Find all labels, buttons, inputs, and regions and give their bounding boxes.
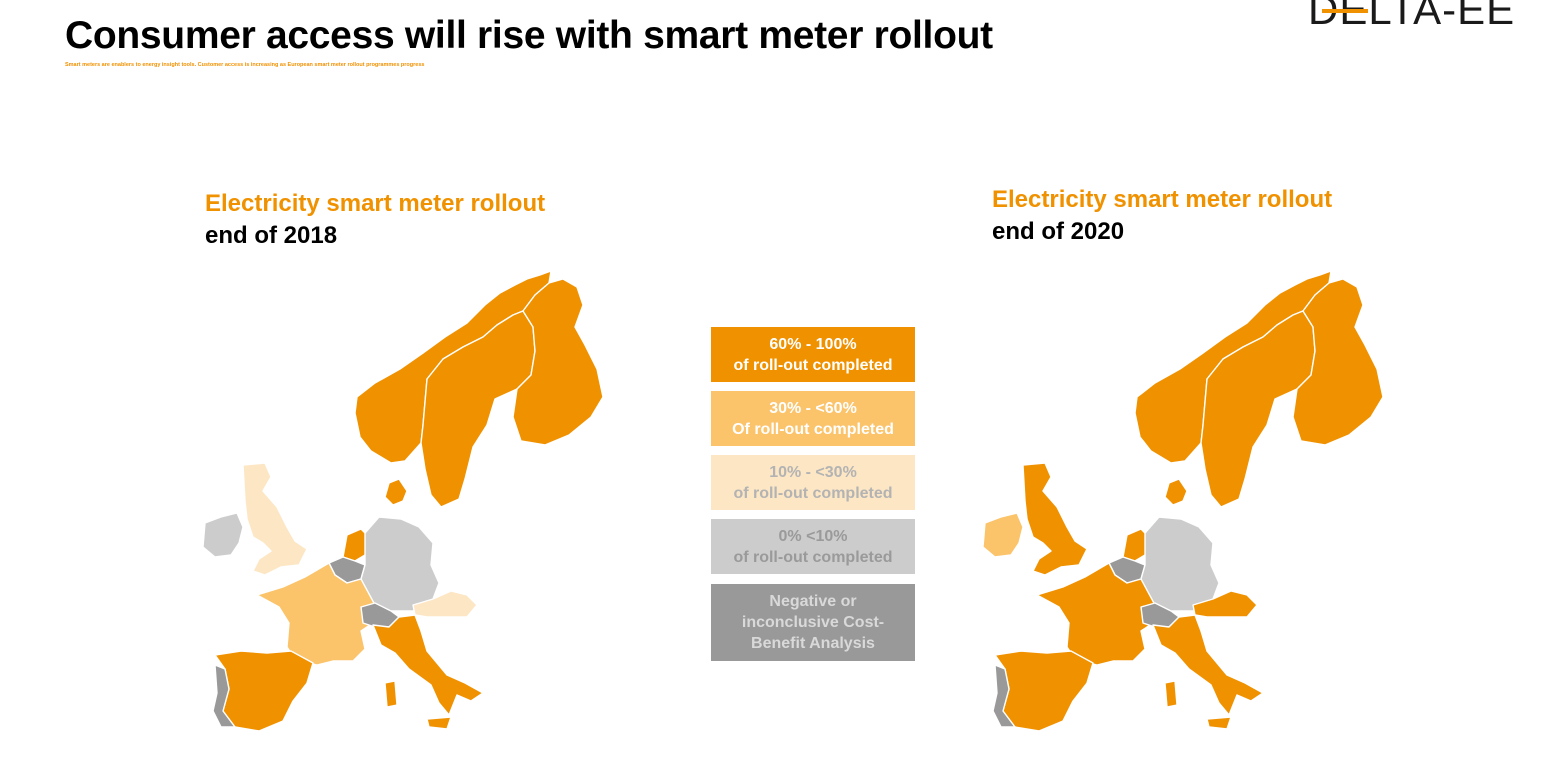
country-portugal xyxy=(212,664,236,728)
legend-label-line1: 0% <10% xyxy=(778,527,848,545)
europe-map-2018 xyxy=(202,270,604,732)
country-germany xyxy=(1140,516,1220,612)
country-sardinia xyxy=(1164,680,1178,708)
country-ireland xyxy=(202,512,244,558)
country-sicily xyxy=(1206,716,1232,730)
legend-label-line2: of roll-out completed xyxy=(733,484,893,502)
legend-item-60-100: 60% - 100% of roll-out completed xyxy=(711,327,915,382)
legend-label-line1: 60% - 100% xyxy=(769,335,857,353)
country-italy xyxy=(372,614,484,716)
map-2018-subheading: end of 2018 xyxy=(205,222,338,249)
legend-label-line2: of roll-out completed xyxy=(733,548,893,566)
legend-label-line1: Negative or xyxy=(769,593,857,610)
country-uk xyxy=(1022,462,1088,576)
country-austria xyxy=(1192,590,1258,618)
legend-label-line2: inconclusive Cost- xyxy=(741,614,885,631)
country-ireland xyxy=(982,512,1024,558)
legend-item-0-10: 0% <10% of roll-out completed xyxy=(711,519,915,574)
delta-ee-logo: DELTA-EE xyxy=(1308,0,1516,33)
legend-item-10-30: 10% - <30% of roll-out completed xyxy=(711,455,915,510)
legend-label-line2: Of roll-out completed xyxy=(732,420,894,438)
country-italy xyxy=(1152,614,1264,716)
legend-label-line3: Benefit Analysis xyxy=(751,635,875,652)
logo-accent-bar xyxy=(1322,9,1368,13)
country-finland xyxy=(1292,278,1384,446)
europe-map-2020 xyxy=(982,270,1384,732)
country-denmark xyxy=(1164,478,1188,506)
page-subtitle: Smart meters are enablers to energy insi… xyxy=(65,62,425,68)
page-title: Consumer access will rise with smart met… xyxy=(65,14,993,57)
country-austria xyxy=(412,590,478,618)
legend-item-negative-cba: Negative or inconclusive Cost- Benefit A… xyxy=(711,584,915,661)
country-sicily xyxy=(426,716,452,730)
legend-label-line2: of roll-out completed xyxy=(733,356,893,374)
legend-item-30-60: 30% - <60% Of roll-out completed xyxy=(711,391,915,446)
legend-label-line1: 10% - <30% xyxy=(769,463,857,481)
country-sardinia xyxy=(384,680,398,708)
map-2020-subheading: end of 2020 xyxy=(992,218,1125,245)
country-portugal xyxy=(992,664,1016,728)
map-2020-heading: Electricity smart meter rollout xyxy=(992,186,1333,213)
country-uk xyxy=(242,462,308,576)
country-germany xyxy=(360,516,440,612)
legend-label-line1: 30% - <60% xyxy=(769,399,857,417)
country-finland xyxy=(512,278,604,446)
country-france xyxy=(256,562,376,666)
map-2018-heading: Electricity smart meter rollout xyxy=(205,190,546,217)
country-france xyxy=(1036,562,1156,666)
country-denmark xyxy=(384,478,408,506)
